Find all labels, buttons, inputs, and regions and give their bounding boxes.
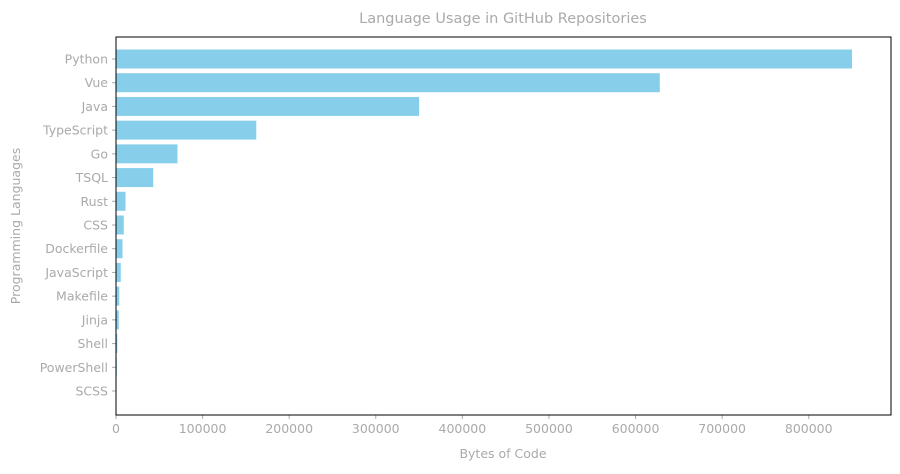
chart-title: Language Usage in GitHub Repositories [359, 11, 647, 27]
y-tick-label: Makefile [56, 289, 108, 304]
x-tick-label: 400000 [439, 421, 487, 436]
x-tick-label: 700000 [698, 421, 746, 436]
x-tick-label: 500000 [525, 421, 573, 436]
y-tick-label: Dockerfile [45, 241, 108, 256]
bar-python [116, 50, 852, 69]
bar-typescript [116, 121, 256, 140]
y-tick-label: PowerShell [40, 360, 108, 375]
x-tick-label: 600000 [612, 421, 660, 436]
plot-frame [116, 37, 891, 415]
y-axis-label: Programming Languages [8, 148, 23, 304]
y-tick-label: Go [91, 146, 108, 161]
x-tick-label: 0 [112, 421, 120, 436]
bar-go [116, 144, 177, 163]
y-tick-label: Shell [78, 336, 109, 351]
y-tick-label: TypeScript [42, 123, 108, 138]
bar-java [116, 97, 419, 116]
bars-group [116, 50, 852, 401]
y-tick-label: CSS [83, 218, 108, 233]
bar-css [116, 216, 124, 235]
bar-dockerfile [116, 239, 122, 258]
y-tick-label: Jinja [81, 312, 108, 327]
y-tick-label: Java [81, 99, 108, 114]
y-tick-label: Vue [85, 75, 109, 90]
bar-vue [116, 73, 660, 92]
y-tick-label: Python [65, 52, 108, 67]
bar-rust [116, 192, 126, 211]
bar-tsql [116, 168, 153, 187]
y-axis-ticks: Python Vue Java TypeScript Go TSQL Rust CSS Dock… [40, 52, 116, 399]
y-tick-label: Rust [81, 194, 109, 209]
bar-javascript [116, 263, 121, 282]
x-tick-label: 800000 [785, 421, 833, 436]
x-axis-ticks: 0 100000 200000 300000 400000 500000 600000 700… [112, 415, 833, 436]
x-tick-label: 200000 [265, 421, 313, 436]
y-tick-label: TSQL [75, 170, 108, 185]
y-tick-label: SCSS [75, 384, 108, 399]
x-tick-label: 100000 [179, 421, 227, 436]
x-tick-label: 300000 [352, 421, 400, 436]
x-axis-label: Bytes of Code [459, 446, 546, 461]
y-tick-label: JavaScript [44, 265, 108, 280]
